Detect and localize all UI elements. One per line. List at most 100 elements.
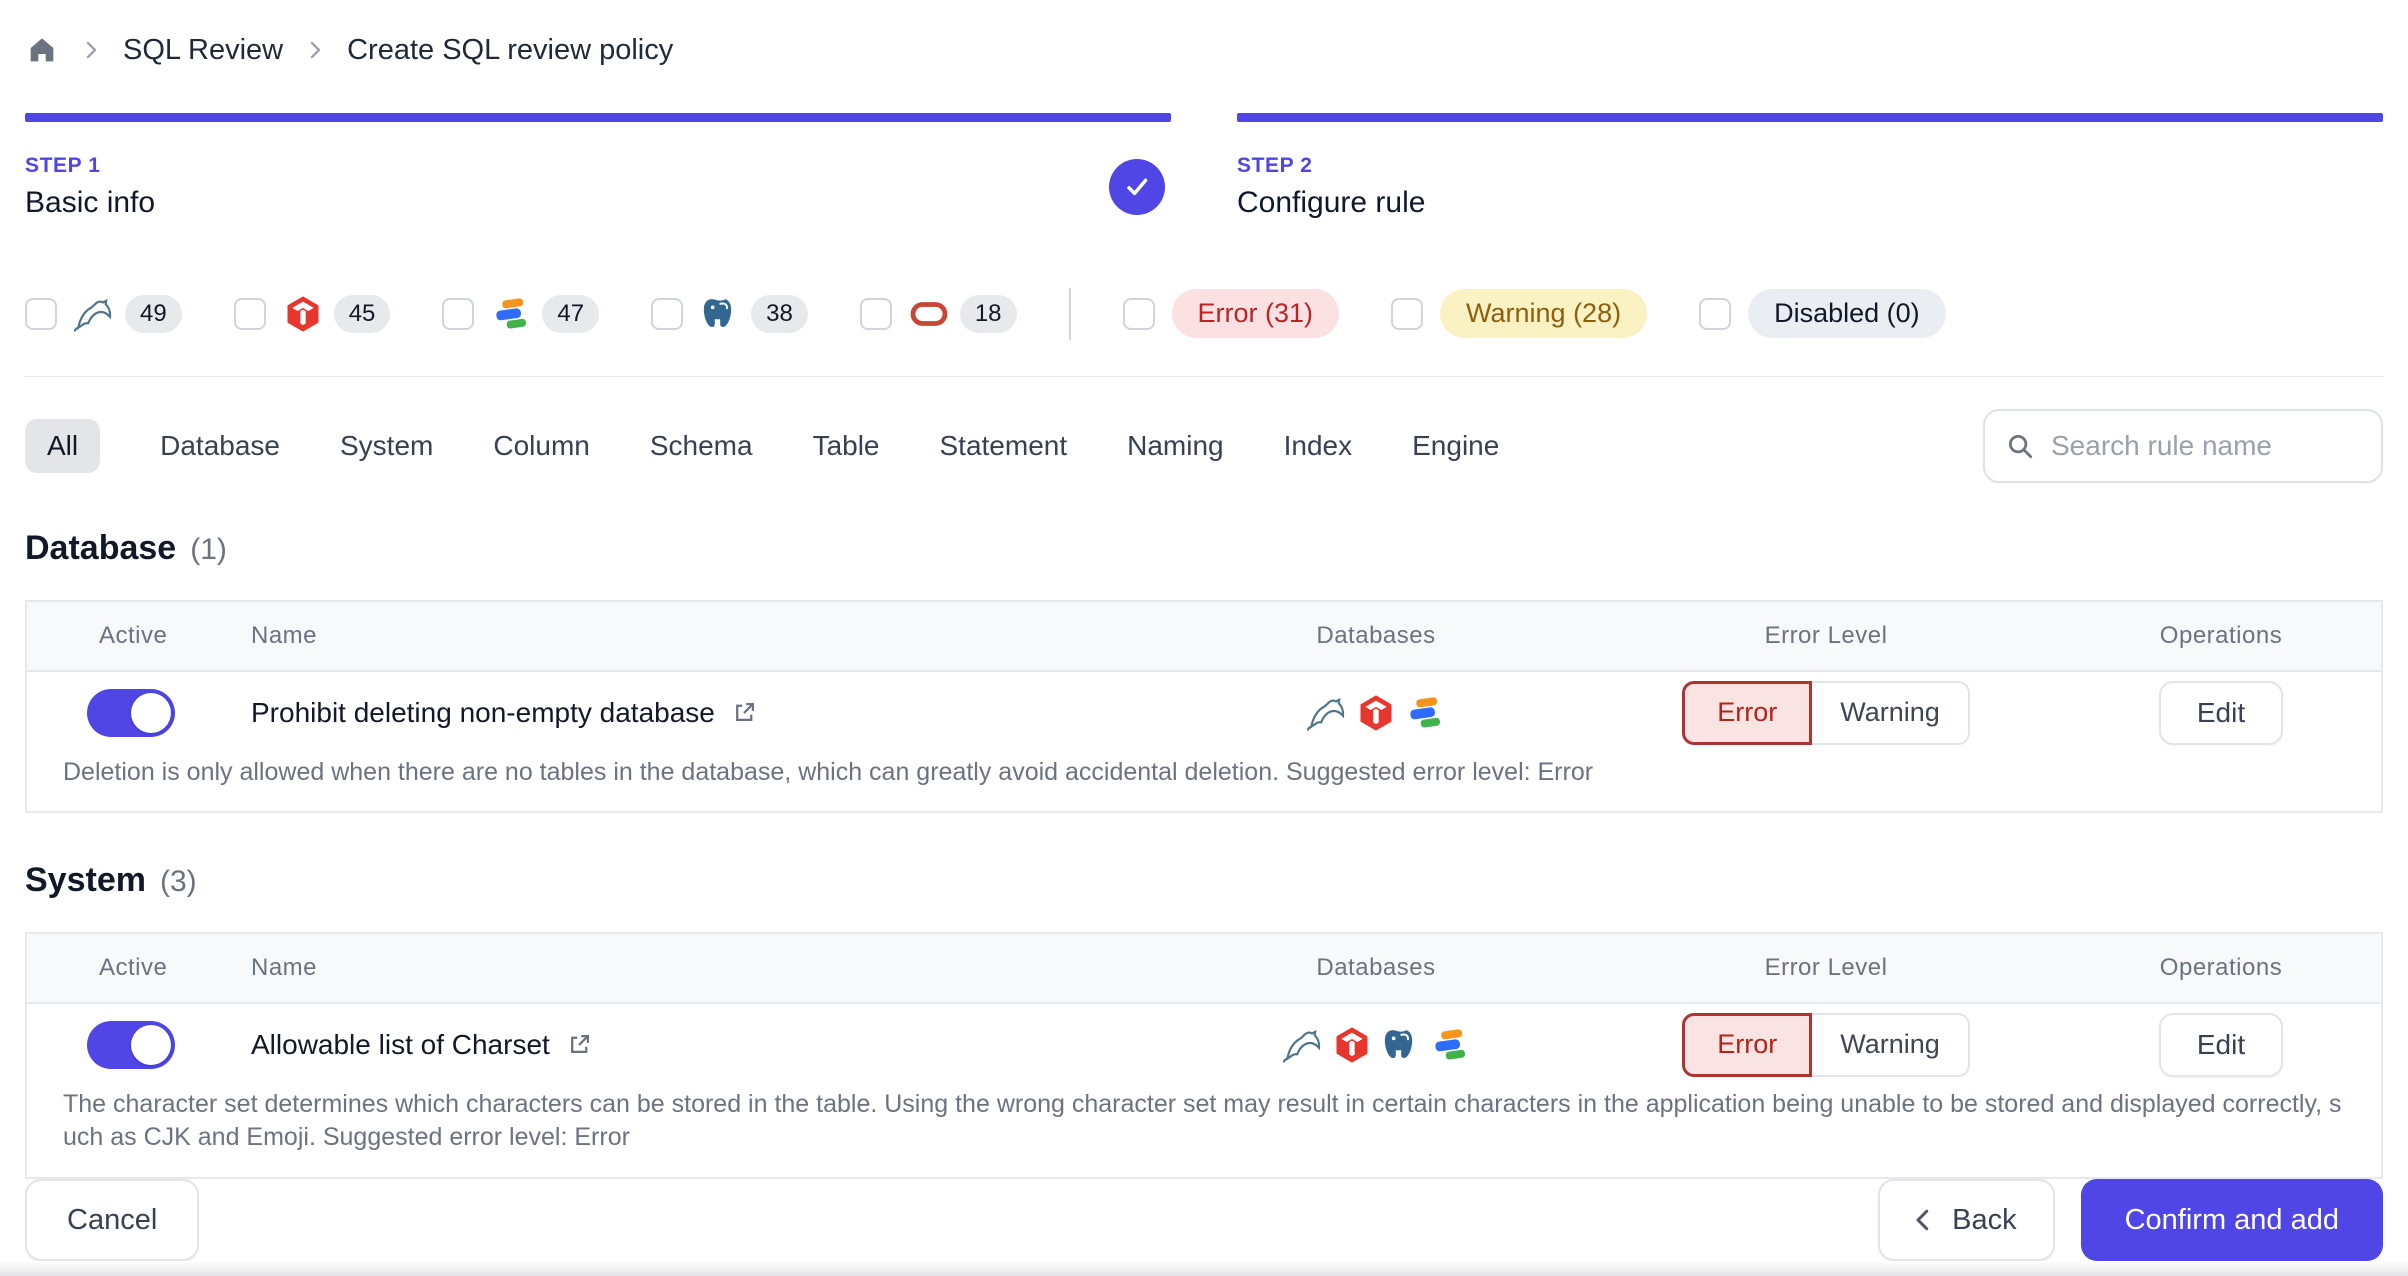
tidb-icon xyxy=(1332,1025,1372,1065)
engine-filter-mysql[interactable]: 49 xyxy=(25,294,182,334)
search-icon xyxy=(2005,431,2035,461)
tab-all[interactable]: All xyxy=(25,419,101,474)
home-icon[interactable] xyxy=(25,33,59,67)
category-tab-bar: All Database System Column Schema Table … xyxy=(25,409,2383,484)
error-level-segmented-control: Error Warning xyxy=(1682,680,1970,745)
external-link-icon[interactable] xyxy=(731,699,758,726)
mysql-icon xyxy=(1307,693,1347,733)
mysql-filter-checkbox[interactable] xyxy=(25,297,57,330)
col-name: Name xyxy=(251,621,318,649)
divider xyxy=(25,375,2383,378)
level-filter-disabled[interactable]: Disabled (0) xyxy=(1699,289,1946,339)
engine-filter-postgres[interactable]: 38 xyxy=(651,294,808,334)
active-toggle[interactable] xyxy=(87,1020,175,1069)
disabled-filter-pill[interactable]: Disabled (0) xyxy=(1748,289,1946,339)
section-name: System xyxy=(25,861,146,900)
error-level-button-warning[interactable]: Warning xyxy=(1812,680,1970,745)
table-header: Active Name Databases Error Level Operat… xyxy=(27,601,2381,672)
error-level-button-error[interactable]: Error xyxy=(1682,1012,1813,1077)
active-toggle[interactable] xyxy=(87,688,175,737)
tab-table[interactable]: Table xyxy=(812,430,880,462)
col-operations: Operations xyxy=(2159,953,2283,981)
col-databases: Databases xyxy=(1316,953,1436,981)
tab-column[interactable]: Column xyxy=(493,430,590,462)
col-error-level: Error Level xyxy=(1764,953,1888,981)
oceanbase-icon xyxy=(1430,1025,1470,1065)
rule-description: The character set determines which chara… xyxy=(63,1089,2342,1152)
system-rules-table: Active Name Databases Error Level Operat… xyxy=(25,931,2383,1179)
oracle-icon xyxy=(909,294,949,334)
disabled-filter-checkbox[interactable] xyxy=(1699,297,1732,330)
tab-engine[interactable]: Engine xyxy=(1412,430,1500,462)
engine-filter-tidb[interactable]: 45 xyxy=(233,294,391,334)
oceanbase-filter-checkbox[interactable] xyxy=(442,297,475,330)
chevron-left-icon xyxy=(1908,1205,1938,1235)
step-2-progress-bar xyxy=(1237,112,2383,122)
rule-name-link[interactable]: Prohibit deleting non-empty database xyxy=(251,696,715,728)
step-1-title: Basic info xyxy=(25,185,156,219)
tab-schema[interactable]: Schema xyxy=(649,430,753,462)
step-1-label: STEP 1 xyxy=(25,153,101,177)
filter-bar: 49 45 47 38 18 Error (31) War xyxy=(25,287,2383,340)
oracle-filter-checkbox[interactable] xyxy=(859,297,892,330)
tidb-icon xyxy=(283,294,323,334)
col-error-level: Error Level xyxy=(1764,621,1888,649)
level-filter-warning[interactable]: Warning (28) xyxy=(1391,289,1648,339)
engine-filter-oceanbase[interactable]: 47 xyxy=(442,294,600,334)
postgres-icon xyxy=(700,294,740,334)
step-2-title: Configure rule xyxy=(1237,185,1426,219)
search-input[interactable] xyxy=(2051,430,2361,463)
tab-naming[interactable]: Naming xyxy=(1127,430,1224,462)
tab-statement[interactable]: Statement xyxy=(939,430,1068,462)
row-database-icons xyxy=(1161,693,1591,733)
mysql-icon xyxy=(74,294,114,334)
tab-index[interactable]: Index xyxy=(1283,430,1353,462)
oceanbase-count-badge: 47 xyxy=(542,294,600,333)
error-level-button-warning[interactable]: Warning xyxy=(1812,1012,1970,1077)
col-databases: Databases xyxy=(1316,621,1436,649)
section-title-system: System (3) xyxy=(25,861,2383,906)
engine-filter-oracle[interactable]: 18 xyxy=(859,294,1017,334)
error-level-button-error[interactable]: Error xyxy=(1682,680,1813,745)
chevron-right-icon xyxy=(79,38,103,62)
warning-filter-pill[interactable]: Warning (28) xyxy=(1440,289,1648,339)
section-title-database: Database (1) xyxy=(25,529,2383,574)
tab-database[interactable]: Database xyxy=(160,430,280,462)
breadcrumb-sql-review[interactable]: SQL Review xyxy=(123,33,284,66)
warning-filter-checkbox[interactable] xyxy=(1391,297,1424,330)
section-name: Database xyxy=(25,529,177,568)
error-filter-pill[interactable]: Error (31) xyxy=(1171,289,1340,339)
database-rules-table: Active Name Databases Error Level Operat… xyxy=(25,599,2383,814)
tidb-count-badge: 45 xyxy=(333,294,391,333)
step-indicator: STEP 1 Basic info STEP 2 Configure rule xyxy=(25,112,2383,220)
error-filter-checkbox[interactable] xyxy=(1122,297,1155,330)
step-complete-check-icon xyxy=(1109,158,1165,215)
table-row: Allowable list of Charset Error Warning … xyxy=(27,1004,2381,1086)
step-1-progress-bar xyxy=(25,112,1171,122)
postgres-filter-checkbox[interactable] xyxy=(651,297,684,330)
edit-button[interactable]: Edit xyxy=(2158,680,2284,745)
external-link-icon[interactable] xyxy=(566,1031,593,1058)
edit-button[interactable]: Edit xyxy=(2158,1012,2284,1077)
step-2[interactable]: STEP 2 Configure rule xyxy=(1237,112,2383,220)
cancel-button[interactable]: Cancel xyxy=(25,1179,200,1261)
col-active: Active xyxy=(99,621,168,649)
error-level-segmented-control: Error Warning xyxy=(1682,1012,1970,1077)
level-filter-error[interactable]: Error (31) xyxy=(1122,289,1340,339)
tidb-icon xyxy=(1356,693,1396,733)
rule-name-link[interactable]: Allowable list of Charset xyxy=(251,1028,550,1060)
col-active: Active xyxy=(99,953,168,981)
back-button[interactable]: Back xyxy=(1878,1179,2055,1261)
postgres-count-badge: 38 xyxy=(751,294,808,333)
confirm-and-add-button[interactable]: Confirm and add xyxy=(2080,1179,2383,1261)
row-database-icons xyxy=(1161,1025,1591,1065)
tab-system[interactable]: System xyxy=(340,430,434,462)
oceanbase-icon xyxy=(1405,693,1445,733)
tidb-filter-checkbox[interactable] xyxy=(233,297,266,330)
oceanbase-icon xyxy=(491,294,531,334)
step-1[interactable]: STEP 1 Basic info xyxy=(25,112,1171,220)
postgres-icon xyxy=(1381,1025,1421,1065)
section-count: (3) xyxy=(159,865,197,899)
section-count: (1) xyxy=(190,533,227,567)
step-2-label: STEP 2 xyxy=(1237,153,1313,177)
